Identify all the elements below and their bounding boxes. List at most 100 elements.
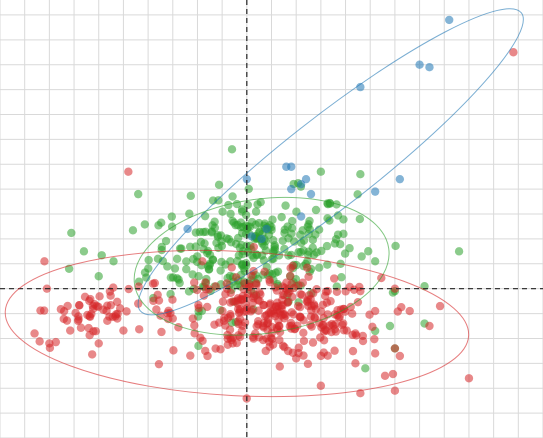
data-point-red [277,301,286,310]
data-point-red [76,323,86,332]
data-point-red [405,306,414,316]
data-point-red [464,374,474,383]
data-point-red [288,261,297,271]
ellipse-red [4,249,470,398]
data-point-green [142,273,151,282]
data-point-green [172,254,182,264]
data-point-green [157,218,166,227]
data-point-red [103,316,112,326]
data-point-red [370,334,379,344]
data-point-blue [287,184,296,194]
data-point-blue [183,224,192,234]
data-point-red [112,297,122,307]
confidence-ellipses [4,8,524,398]
data-point-red [265,300,274,310]
data-point-red [40,257,49,266]
data-point-red [282,278,291,287]
data-point-blue [287,162,296,171]
data-point-red [272,323,282,332]
data-point-red [338,319,348,328]
data-point-red [332,287,342,296]
data-point-green [216,266,225,275]
data-point-red [249,291,259,301]
data-point-green [170,264,180,273]
data-point-red [234,308,244,317]
data-point-red [299,336,309,346]
data-point-red [348,346,358,356]
data-point-red [150,278,160,288]
ellipse-blue [137,8,524,316]
data-point-green [340,249,350,258]
data-point-green [273,267,283,276]
data-point-red [87,350,97,359]
data-point-red [218,297,228,306]
data-point-red [266,333,276,343]
data-point-green [323,260,332,269]
data-point-red [259,300,268,310]
data-point-green [182,265,191,274]
data-point-red [99,305,108,314]
data-point-red [330,346,339,355]
data-point-green [277,212,286,222]
data-point-green [391,241,400,251]
data-point-red [329,321,338,330]
data-point-red [221,289,230,299]
data-point-red [340,307,350,316]
data-point-red [202,302,212,312]
data-point-green [214,243,223,253]
data-point-red [323,351,332,360]
data-point-red [63,301,72,311]
data-point-green [79,247,89,256]
data-point-red [298,278,307,287]
data-point-green [200,211,210,221]
data-point-red [342,326,351,335]
data-point-green [144,255,153,265]
data-point-green [196,237,206,247]
data-point-green [97,251,106,260]
data-point-red [71,308,80,318]
data-point-red [199,291,209,300]
data-point-green [332,200,341,209]
data-point-blue [445,15,454,25]
data-point-red [265,275,274,285]
data-point-green [317,246,326,256]
data-point-green [331,235,341,244]
data-point-red [370,349,380,358]
data-point-green [186,191,195,201]
data-point-green [207,228,216,237]
data-point-red [266,307,275,317]
data-point-red [303,295,313,304]
data-point-blue [257,234,266,244]
data-point-red [157,327,166,337]
data-point-green [280,228,289,238]
data-point-green [216,231,226,240]
data-point-green [205,261,214,270]
data-point-green [214,180,224,190]
data-point-red [253,316,263,326]
data-point-red [286,271,295,281]
data-point-green [370,257,380,266]
data-point-red [89,327,98,336]
data-point-green [94,272,103,281]
data-point-red [247,305,256,314]
data-point-red [390,386,400,395]
data-point-blue [301,174,311,184]
data-point-blue [370,187,380,196]
data-point-red [80,292,90,302]
data-point-green [140,220,150,229]
data-point-green [185,209,194,218]
data-point-red [351,359,360,368]
data-point-red [283,346,293,356]
data-point-red [425,321,434,331]
data-point-red [297,290,307,300]
data-point-red [211,344,220,353]
data-point-red [66,326,75,335]
data-point-green [287,216,297,226]
data-point-red [304,272,313,281]
data-point-green [237,207,247,216]
data-point-red [318,300,328,310]
data-point-red [35,337,44,346]
data-point-blue [415,60,424,69]
data-point-red [214,318,224,327]
data-point-red [316,307,326,316]
